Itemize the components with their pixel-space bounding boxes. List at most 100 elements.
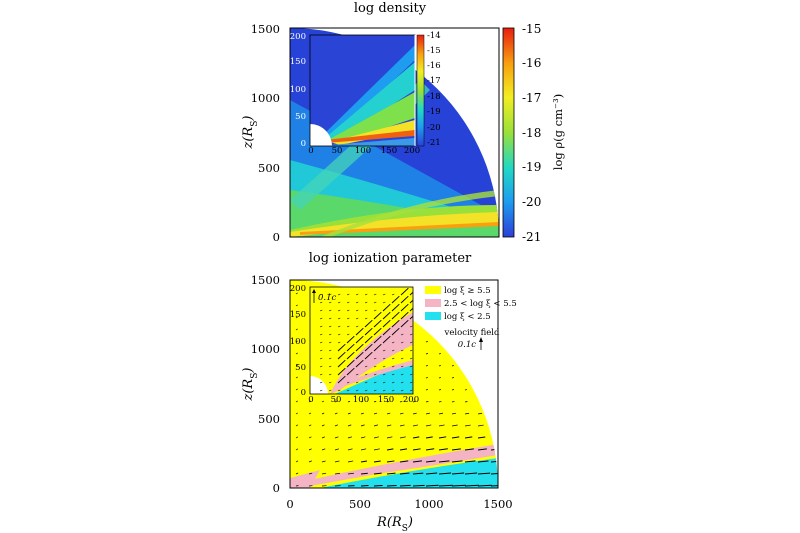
inset-velocity-arrow bbox=[319, 381, 323, 384]
velocity-arrow bbox=[334, 412, 338, 415]
velocity-arrow bbox=[425, 424, 432, 427]
inset-velocity-arrow bbox=[382, 319, 391, 328]
velocity-arrow bbox=[321, 400, 325, 403]
ionization-ytick-1500: 1500 bbox=[251, 273, 280, 287]
inset-velocity-arrow bbox=[319, 373, 323, 376]
inset-velocity-arrow bbox=[400, 349, 404, 352]
inset-velocity-arrow bbox=[409, 357, 413, 360]
density-cb-tick-18: -18 bbox=[522, 126, 541, 140]
velocity-arrow bbox=[334, 436, 339, 439]
velocity-arrow bbox=[399, 424, 405, 427]
velocity-arrow bbox=[295, 400, 298, 403]
velocity-key-label: 0.1c bbox=[458, 340, 477, 350]
velocity-arrow bbox=[425, 472, 438, 475]
density-cb-tick-15: -15 bbox=[522, 22, 541, 36]
legend-swatch-low bbox=[425, 312, 441, 320]
velocity-arrow bbox=[360, 424, 365, 427]
velocity-arrow bbox=[438, 353, 442, 355]
density-inset-xtick-200: 200 bbox=[404, 146, 420, 156]
inset-velocity-arrow bbox=[382, 365, 386, 368]
density-ytick-1500: 1500 bbox=[251, 22, 280, 36]
inset-velocity-arrow bbox=[382, 293, 386, 296]
inset-velocity-arrow bbox=[346, 301, 350, 304]
inset-velocity-arrow bbox=[328, 317, 332, 320]
velocity-arrow bbox=[412, 436, 420, 439]
ionization-inset-xtick-50: 50 bbox=[331, 395, 342, 405]
inset-velocity-arrow bbox=[346, 293, 350, 296]
density-inset-cb-tick-19: -19 bbox=[427, 107, 441, 117]
inset-velocity-arrow bbox=[337, 341, 341, 344]
inset-velocity-arrow bbox=[400, 357, 404, 360]
inset-velocity-arrow bbox=[319, 341, 323, 344]
inset-velocity-arrow bbox=[391, 389, 395, 392]
inset-velocity-arrow bbox=[355, 309, 359, 312]
inset-velocity-arrow bbox=[409, 389, 413, 392]
velocity-arrow bbox=[412, 401, 416, 403]
inset-velocity-arrow bbox=[346, 389, 350, 392]
velocity-arrow bbox=[451, 424, 458, 427]
velocity-arrow bbox=[308, 424, 312, 427]
velocity-arrow bbox=[425, 484, 439, 487]
velocity-arrow bbox=[425, 448, 435, 451]
inset-velocity-arrow bbox=[319, 293, 323, 296]
inset-velocity-arrow bbox=[391, 373, 395, 376]
ionization-velocity-field bbox=[295, 292, 498, 487]
inset-velocity-arrow bbox=[337, 375, 346, 384]
inset-velocity-arrow bbox=[337, 389, 341, 392]
velocity-arrow bbox=[451, 365, 455, 367]
velocity-arrow bbox=[386, 448, 394, 451]
density-ytick-0: 0 bbox=[273, 230, 280, 244]
density-panel: log density 0 500 1000 1500 z(RS) bbox=[241, 1, 565, 244]
ionization-inset: 0.1c 0 50 100 150 200 200 150 100 50 0 bbox=[290, 284, 419, 405]
velocity-arrow bbox=[425, 377, 429, 379]
ionization-inset-ytick-200: 200 bbox=[290, 284, 306, 294]
velocity-arrow bbox=[451, 484, 466, 487]
velocity-arrow bbox=[295, 340, 298, 343]
inset-velocity-arrow bbox=[400, 381, 404, 384]
ionization-xtick-0: 0 bbox=[286, 497, 293, 511]
inset-velocity-arrow bbox=[337, 367, 346, 376]
inset-velocity-arrow bbox=[364, 335, 373, 344]
velocity-key-title: velocity field bbox=[444, 328, 500, 338]
inset-velocity-arrow bbox=[319, 301, 323, 304]
velocity-arrow bbox=[438, 377, 442, 379]
velocity-arrow bbox=[477, 412, 483, 415]
velocity-arrow bbox=[425, 436, 433, 439]
ionization-title: log ionization parameter bbox=[309, 251, 472, 266]
velocity-arrow bbox=[321, 460, 326, 463]
inset-velocity-arrow bbox=[391, 357, 395, 360]
velocity-arrow bbox=[295, 412, 298, 415]
velocity-arrow bbox=[373, 448, 380, 451]
velocity-arrow bbox=[295, 352, 298, 355]
inset-velocity-arrow bbox=[355, 335, 364, 344]
velocity-arrow bbox=[451, 401, 455, 403]
ionization-inset-xtick-200: 200 bbox=[403, 395, 419, 405]
velocity-arrow bbox=[438, 389, 442, 391]
inset-velocity-arrow bbox=[373, 293, 377, 296]
velocity-arrow bbox=[399, 484, 411, 487]
velocity-arrow bbox=[334, 472, 341, 475]
density-inset-cb-tick-21: -21 bbox=[427, 138, 441, 148]
velocity-arrow bbox=[373, 400, 377, 403]
inset-velocity-arrow bbox=[328, 357, 332, 360]
ionization-legend: log ξ ≥ 5.5 2.5 < log ξ < 5.5 log ξ < 2.… bbox=[425, 286, 517, 322]
velocity-arrow bbox=[477, 424, 484, 427]
velocity-arrow bbox=[425, 401, 429, 403]
inset-velocity-arrow bbox=[400, 303, 409, 312]
density-inset-cb-tick-17: -17 bbox=[427, 76, 441, 86]
ionization-inset-velocity-field bbox=[319, 287, 413, 392]
density-cb-tick-17: -17 bbox=[522, 91, 541, 105]
velocity-arrow bbox=[360, 412, 364, 415]
velocity-arrow bbox=[425, 365, 429, 367]
inset-velocity-arrow bbox=[346, 381, 350, 384]
velocity-arrow bbox=[295, 328, 298, 331]
velocity-arrow bbox=[360, 400, 364, 403]
ionization-ytick-1000: 1000 bbox=[251, 342, 280, 356]
velocity-arrow bbox=[464, 401, 468, 403]
velocity-arrow bbox=[412, 460, 422, 463]
velocity-arrow bbox=[386, 472, 396, 475]
inset-velocity-arrow bbox=[409, 349, 413, 352]
ionization-inset-ytick-0: 0 bbox=[301, 388, 306, 398]
velocity-arrow bbox=[438, 472, 452, 475]
